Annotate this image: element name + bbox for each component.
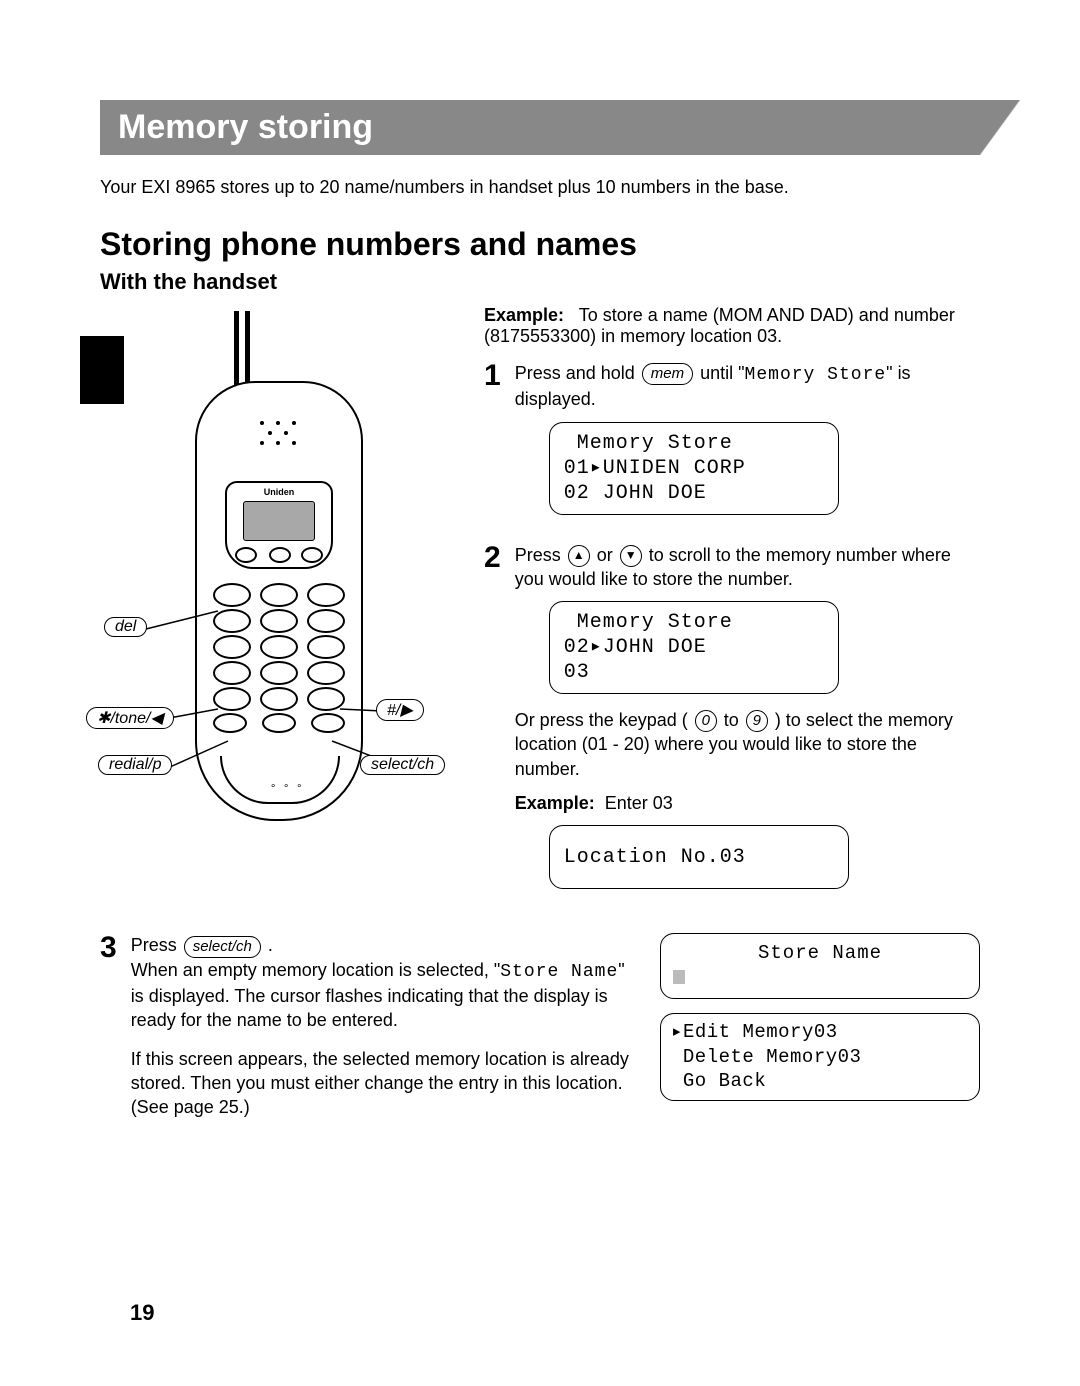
lcd2b-l1: Location No.03 xyxy=(564,845,746,870)
up-key: ▲ xyxy=(568,545,590,567)
lcd-store-name: Store Name xyxy=(660,933,980,999)
step1-pre: Press and hold xyxy=(515,363,640,383)
lcd-step2b: Location No.03 xyxy=(549,825,849,889)
s3p1a: When an empty memory location is selecte… xyxy=(131,960,501,980)
s2-exlabel: Example: xyxy=(515,793,595,813)
heading-storing: Storing phone numbers and names xyxy=(100,226,980,263)
step-3: 3 Press select/ch . When an empty memory… xyxy=(100,933,630,1119)
callout-redial: redial/p xyxy=(98,755,172,775)
lcd2a-l1: Memory Store xyxy=(564,610,824,635)
s2-exval: Enter 03 xyxy=(605,793,673,813)
s2a: Press xyxy=(515,545,566,565)
step1-lcdinline: Memory Store xyxy=(745,365,887,385)
lcd2a-l3: 03 xyxy=(564,660,824,685)
step-2-number: 2 xyxy=(484,543,501,573)
phone-brand-label: Uniden xyxy=(227,487,331,497)
callout-select: select/ch xyxy=(360,755,445,775)
menu-l2: Delete Memory03 xyxy=(671,1045,969,1070)
zero-key: 0 xyxy=(695,710,717,732)
callout-del: del xyxy=(104,617,147,637)
s3pre: Press xyxy=(131,935,182,955)
s2or-mid: to xyxy=(724,710,744,730)
menu-l3: Go Back xyxy=(671,1069,969,1094)
lcd1-l1: Memory Store xyxy=(564,431,824,456)
section-header: Memory storing xyxy=(100,100,980,155)
s3lcdinline: Store Name xyxy=(500,962,618,982)
select-ch-key: select/ch xyxy=(184,936,261,958)
menu-l1: ▸Edit Memory03 xyxy=(671,1020,969,1045)
s3p2: If this screen appears, the selected mem… xyxy=(131,1047,630,1120)
lcd-edit-menu: ▸Edit Memory03 Delete Memory03 Go Back xyxy=(660,1013,980,1101)
step1-posta: until " xyxy=(700,363,744,383)
step-2: 2 Press ▲ or ▼ to scroll to the memory n… xyxy=(484,543,980,904)
example-label: Example: xyxy=(484,305,564,325)
lcd2a-l2: 02▸JOHN DOE xyxy=(564,635,824,660)
lcd-step2a: Memory Store 02▸JOHN DOE 03 xyxy=(549,601,839,694)
s2mid: or xyxy=(597,545,618,565)
step-3-number: 3 xyxy=(100,933,117,963)
lcd-step1: Memory Store 01▸UNIDEN CORP 02 JOHN DOE xyxy=(549,422,839,515)
down-key: ▼ xyxy=(620,545,642,567)
lcd1-l2: 01▸UNIDEN CORP xyxy=(564,456,824,481)
section-title: Memory storing xyxy=(118,108,962,147)
phone-illustration: Uniden ∘ ∘ ∘ xyxy=(100,305,460,917)
nine-key: 9 xyxy=(746,710,768,732)
heading-handset: With the handset xyxy=(100,269,980,295)
step-1: 1 Press and hold mem until "Memory Store… xyxy=(484,361,980,529)
lcd-store-l1: Store Name xyxy=(673,942,967,966)
callout-tone: ✱/tone/◀ xyxy=(86,707,174,729)
step-1-number: 1 xyxy=(484,361,501,391)
callout-hash: #/▶ xyxy=(376,699,424,721)
lcd1-l3: 02 JOHN DOE xyxy=(564,481,824,506)
mem-key: mem xyxy=(642,363,693,385)
example-intro: Example: To store a name (MOM AND DAD) a… xyxy=(484,305,980,347)
s2or-a: Or press the keypad ( xyxy=(515,710,693,730)
cursor-icon xyxy=(673,970,685,984)
page-number: 19 xyxy=(130,1300,154,1326)
intro-text: Your EXI 8965 stores up to 20 name/numbe… xyxy=(100,177,980,198)
s3post: . xyxy=(268,935,273,955)
